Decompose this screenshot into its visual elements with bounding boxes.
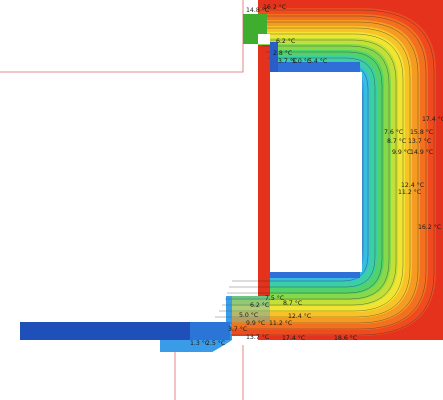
cavity <box>270 72 362 272</box>
temperature-label-t-17-4: 17.4 °C <box>422 115 443 123</box>
window-frame-notch <box>258 34 270 44</box>
temperature-label-t-6-2-a: 6.2 °C <box>276 37 295 45</box>
cavity-cold-edge <box>270 42 278 72</box>
temperature-label-t-13-7-b: 13.7 °C <box>246 333 269 341</box>
isotherm-bands <box>20 8 436 352</box>
temperature-label-t-2-8: 2.8 °C <box>273 49 292 57</box>
temperature-label-t-2-5: 2.5 °C <box>206 339 225 347</box>
temperature-label-t-9-9: 9.9 °C <box>392 148 411 156</box>
temperature-label-t-14-9: 14.9 °C <box>410 148 433 156</box>
temperature-label-t-11-2-b: 11.2 °C <box>269 319 292 327</box>
cavity-blue-bottom <box>270 272 360 278</box>
temperature-label-t-6-2-b: 6.2 °C <box>250 301 269 309</box>
temperature-label-t-17-4-b: 17.4 °C <box>282 334 305 342</box>
temperature-label-t-16-2-right: 16.2 °C <box>418 223 441 231</box>
temperature-label-t-7-5: 7.5 °C <box>265 294 284 302</box>
temperature-label-t-12-4-right: 12.4 °C <box>401 181 424 189</box>
temperature-label-t-3-7-a: 3.7 °C <box>278 57 297 65</box>
bottom-step <box>226 296 270 322</box>
cavity-blue-top <box>270 62 360 72</box>
temperature-label-t-5-0-b: 5.0 °C <box>239 311 258 319</box>
temperature-labels: 14.8 °C16.2 °C6.2 °C2.8 °C3.7 °C5.0 °C5.… <box>190 3 443 347</box>
temperature-label-t-14-8-top: 14.8 °C <box>246 6 269 14</box>
cold-transition <box>190 322 230 340</box>
temperature-label-t-11-2-right: 11.2 °C <box>398 188 421 196</box>
temperature-label-t-15-8: 15.8 °C <box>410 128 433 136</box>
temperature-label-t-1-3: 1.3 °C <box>190 339 209 347</box>
temperature-label-t-12-4-b: 12.4 °C <box>288 312 311 320</box>
temperature-label-t-16-2-top: 16.2 °C <box>263 3 286 11</box>
temperature-label-t-8-7-b: 8.7 °C <box>283 299 302 307</box>
temperature-label-t-3-7-b: 3.7 °C <box>228 325 247 333</box>
temperature-label-t-8-7: 8.7 °C <box>387 137 406 145</box>
temperature-label-t-13-7-right: 13.7 °C <box>408 137 431 145</box>
temperature-label-t-9-9-b: 9.9 °C <box>246 319 265 327</box>
temperature-label-t-7-6: 7.6 °C <box>384 128 403 136</box>
temperature-label-t-5-4: 5.4 °C <box>308 57 327 65</box>
temperature-label-t-5-0: 5.0 °C <box>292 57 311 65</box>
temperature-label-t-18-6: 18.6 °C <box>334 334 357 342</box>
cold-slab <box>20 322 230 340</box>
